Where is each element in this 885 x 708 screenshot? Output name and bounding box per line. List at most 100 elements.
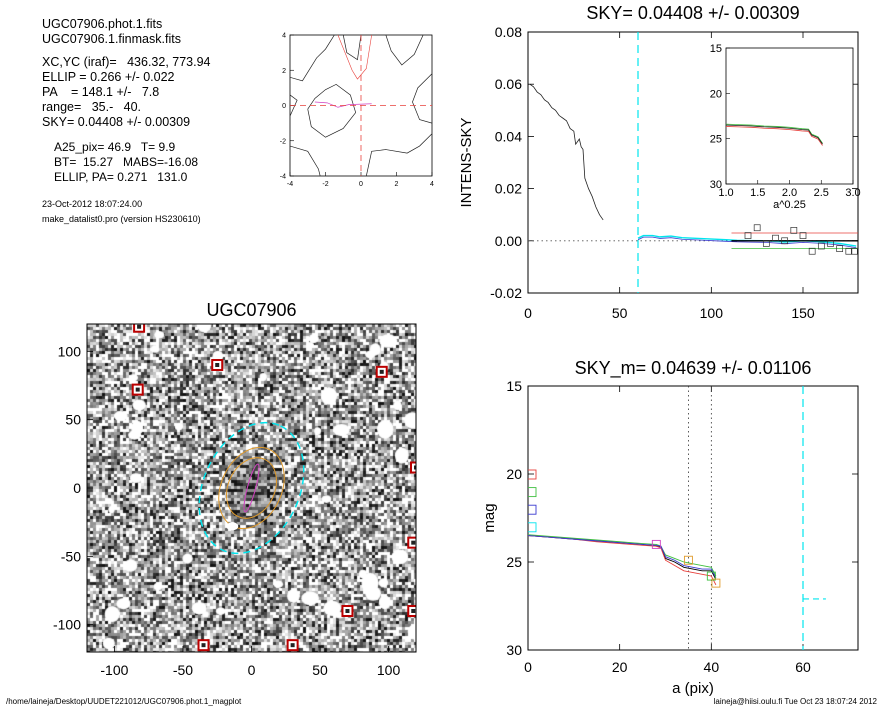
contour-xtick-label: 0: [359, 181, 363, 188]
contour-lines: [290, 35, 432, 176]
contour-magenta-line: [314, 101, 372, 108]
intens-frame: [527, 31, 859, 294]
masked-star-core: [215, 363, 220, 367]
image-xtick-label: 50: [312, 662, 328, 678]
inset-ytick-label: 15: [710, 43, 722, 55]
contour-line: [342, 35, 362, 61]
inset-plot-area: [726, 123, 823, 146]
contour-line: [307, 83, 357, 138]
image-xtick-label: 0: [248, 662, 256, 678]
galaxy-image: [87, 324, 416, 652]
inset-ytick-label: 20: [710, 88, 722, 100]
a25-value: A25_pix= 46.9 T= 9.9: [54, 140, 176, 154]
masked-star-box: [410, 461, 416, 474]
image-xtick-label: -100: [100, 662, 128, 678]
image-xtick-label: 100: [377, 662, 401, 678]
intens-ytick-label: 0.04: [495, 128, 522, 144]
image-ytick-label: 100: [58, 343, 82, 359]
contour-ytick-label: 4: [282, 33, 286, 40]
inset-xtick-label: 1.5: [750, 187, 765, 199]
contour-line: [290, 94, 298, 117]
file-name-phot: UGC07906.phot.1.fits: [42, 17, 163, 31]
isophote-ellipse: [198, 421, 305, 555]
sky-square-marker: [808, 247, 816, 255]
timestamp: 23-Oct-2012 18:07:24.00: [42, 199, 143, 209]
masked-core-blob: [226, 522, 239, 531]
sky-square-marker: [850, 247, 858, 255]
intens-ylabel: INTENS-SKY: [458, 117, 475, 207]
contour-xtick-label: -4: [287, 181, 293, 188]
intens-xtick-label: 50: [612, 305, 628, 321]
intensity-profile-chart: SKY= 0.04408 +/- 0.00309 INTENS-SKY 0 50 100…: [458, 3, 861, 321]
contour-line: [290, 145, 321, 176]
program-version: make_datalist0.pro (version HS230610): [42, 214, 201, 224]
contour-line: [290, 35, 335, 82]
inset-frame: [725, 47, 854, 185]
intens-ytick-label: 0.08: [495, 24, 522, 40]
contour-plot: -4 -2 0 2 4 -4 -2 0 2 4: [280, 33, 434, 189]
mag-ytick-label: 25: [506, 554, 522, 570]
bt-mabs-value: BT= 15.27 MABS=-16.08: [54, 155, 199, 169]
mag-marker-green: [706, 571, 716, 581]
image-overlay: [131, 324, 416, 652]
outer-profile-blue: [637, 236, 857, 248]
legend-square-red: [528, 469, 537, 480]
file-name-mask: UGC07906.1.finmask.fits: [42, 32, 181, 46]
contour-line: [365, 133, 432, 176]
contour-ytick-label: 0: [282, 103, 286, 110]
mag-xtick-label: 60: [795, 659, 811, 675]
sky-square-marker: [845, 247, 853, 255]
inset-profile-line: [726, 124, 823, 145]
inset-ytick-label: 25: [710, 134, 722, 146]
contour-ytick-label: -2: [280, 138, 286, 145]
image-ytick-label: 0: [73, 480, 81, 496]
sky-square-marker: [744, 232, 752, 239]
mag-ylabel: mag: [481, 503, 498, 532]
contour-ytick-label: 2: [282, 68, 286, 75]
intens-ytick-label: -0.02: [490, 285, 522, 301]
ellip-pa-value: ELLIP, PA= 0.271 131.0: [54, 170, 188, 184]
inset-ytick-label: 30: [710, 179, 722, 191]
ellipticity: ELLIP = 0.266 +/- 0.022: [42, 70, 175, 84]
intens-profile-line: [529, 83, 604, 221]
intens-title: SKY= 0.04408 +/- 0.00309: [586, 3, 799, 23]
image-ytick-label: -50: [61, 548, 81, 564]
contour-line: [412, 73, 432, 124]
mag-plot-area: [528, 386, 826, 650]
intens-xtick-label: 0: [524, 305, 532, 321]
image-xtick-label: -50: [173, 662, 193, 678]
intens-plot-area: [528, 32, 858, 293]
contour-red-line: [337, 35, 372, 80]
contour-xtick-label: 2: [395, 181, 399, 188]
legend-square-blue: [528, 504, 537, 515]
masked-star-core: [411, 609, 416, 613]
legend-square-cyan: [528, 522, 537, 533]
image-ytick-label: -100: [53, 617, 81, 633]
mag-marker-magenta: [651, 539, 661, 549]
mag-ytick-label: 15: [506, 378, 522, 394]
contour-ytick-label: -4: [280, 174, 286, 181]
masked-star-core: [379, 369, 384, 374]
footer-path: /home/laineja/Desktop/UUDET221012/UGC079…: [6, 697, 242, 706]
mag-frame: [527, 385, 859, 651]
magnitude-profile-chart: SKY_m= 0.04639 +/- 0.01106 a (pix) mag 0 20 4…: [481, 358, 859, 697]
sky-square-marker: [790, 227, 798, 234]
masked-star-core: [135, 387, 140, 392]
inset-xtick-label: 2.5: [814, 187, 829, 199]
isophote-ellipse: [243, 463, 260, 513]
inset-xtick-label: 2.0: [782, 187, 797, 199]
image-title: UGC07906: [206, 300, 296, 320]
mag-ytick-label: 30: [506, 642, 522, 658]
image-ytick-label: 50: [65, 412, 81, 428]
mag-xtick-label: 0: [524, 659, 532, 675]
masked-star-core: [345, 609, 350, 613]
mag-xlabel: a (pix): [672, 680, 714, 697]
sky-square-marker: [827, 240, 834, 247]
intens-ytick-label: 0.02: [495, 181, 522, 197]
masked-star-core: [414, 465, 416, 470]
mag-title: SKY_m= 0.04639 +/- 0.01106: [575, 358, 812, 379]
mag-marker-orange: [711, 578, 721, 588]
legend-square-green: [528, 487, 537, 498]
